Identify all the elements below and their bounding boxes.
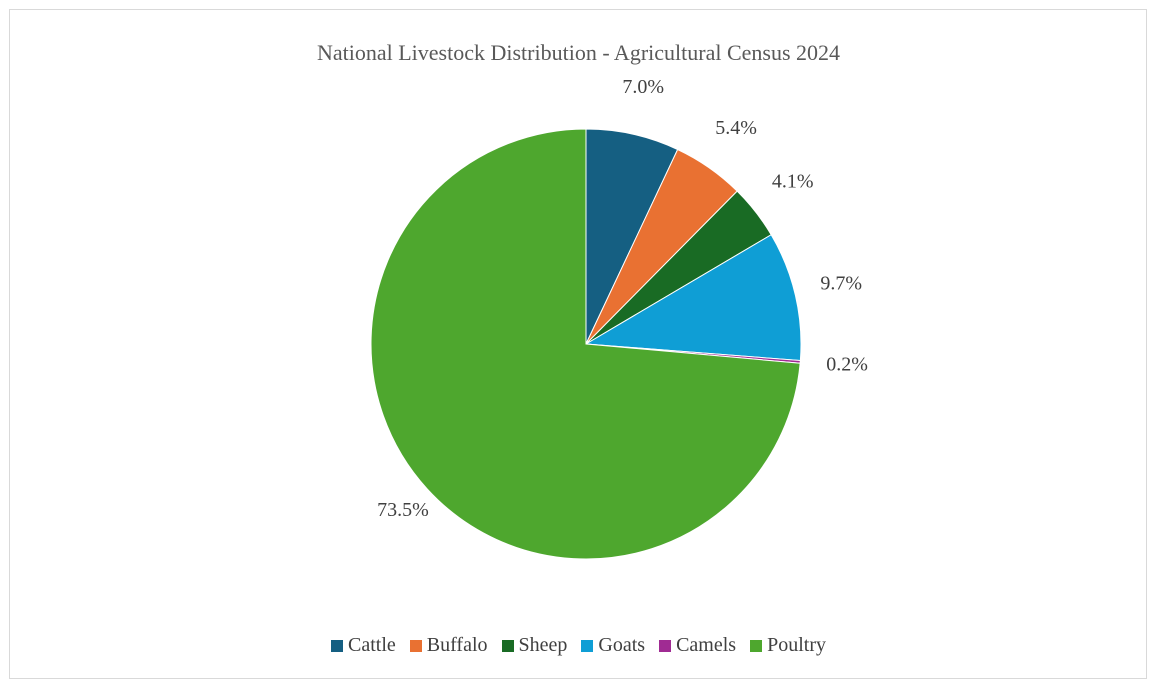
pie-slice-poultry xyxy=(370,128,801,560)
legend-label: Goats xyxy=(598,634,646,656)
legend-item-poultry: Poultry xyxy=(750,634,826,657)
legend-item-sheep: Sheep xyxy=(501,634,568,657)
data-label-buffalo: 5.4% xyxy=(715,117,757,139)
legend-item-camels: Camels xyxy=(659,634,736,657)
legend-label: Cattle xyxy=(348,634,396,656)
data-label-cattle: 7.0% xyxy=(622,76,664,98)
legend-swatch xyxy=(501,639,514,652)
legend-label: Buffalo xyxy=(426,634,488,656)
legend-item-goats: Goats xyxy=(581,634,645,657)
legend-swatch xyxy=(750,639,763,652)
legend-swatch xyxy=(331,639,344,652)
pie-slice-goats xyxy=(584,234,802,362)
data-label-goats: 9.7% xyxy=(820,272,862,294)
data-label-poultry: 73.5% xyxy=(377,499,429,521)
legend-label: Poultry xyxy=(767,634,826,656)
data-label-sheep: 4.1% xyxy=(772,171,814,193)
data-label-camels: 0.2% xyxy=(826,353,868,375)
legend-item-buffalo: Buffalo xyxy=(409,634,488,657)
legend-label: Sheep xyxy=(518,634,568,656)
legend: Cattle Buffalo Sheep Goats Camels Poultry xyxy=(0,634,1157,657)
chart-title: National Livestock Distribution - Agricu… xyxy=(316,40,841,65)
legend-swatch xyxy=(581,639,594,652)
legend-swatch xyxy=(409,639,422,652)
legend-label: Camels xyxy=(676,634,737,656)
legend-swatch xyxy=(659,639,672,652)
legend-item-cattle: Cattle xyxy=(331,634,396,657)
